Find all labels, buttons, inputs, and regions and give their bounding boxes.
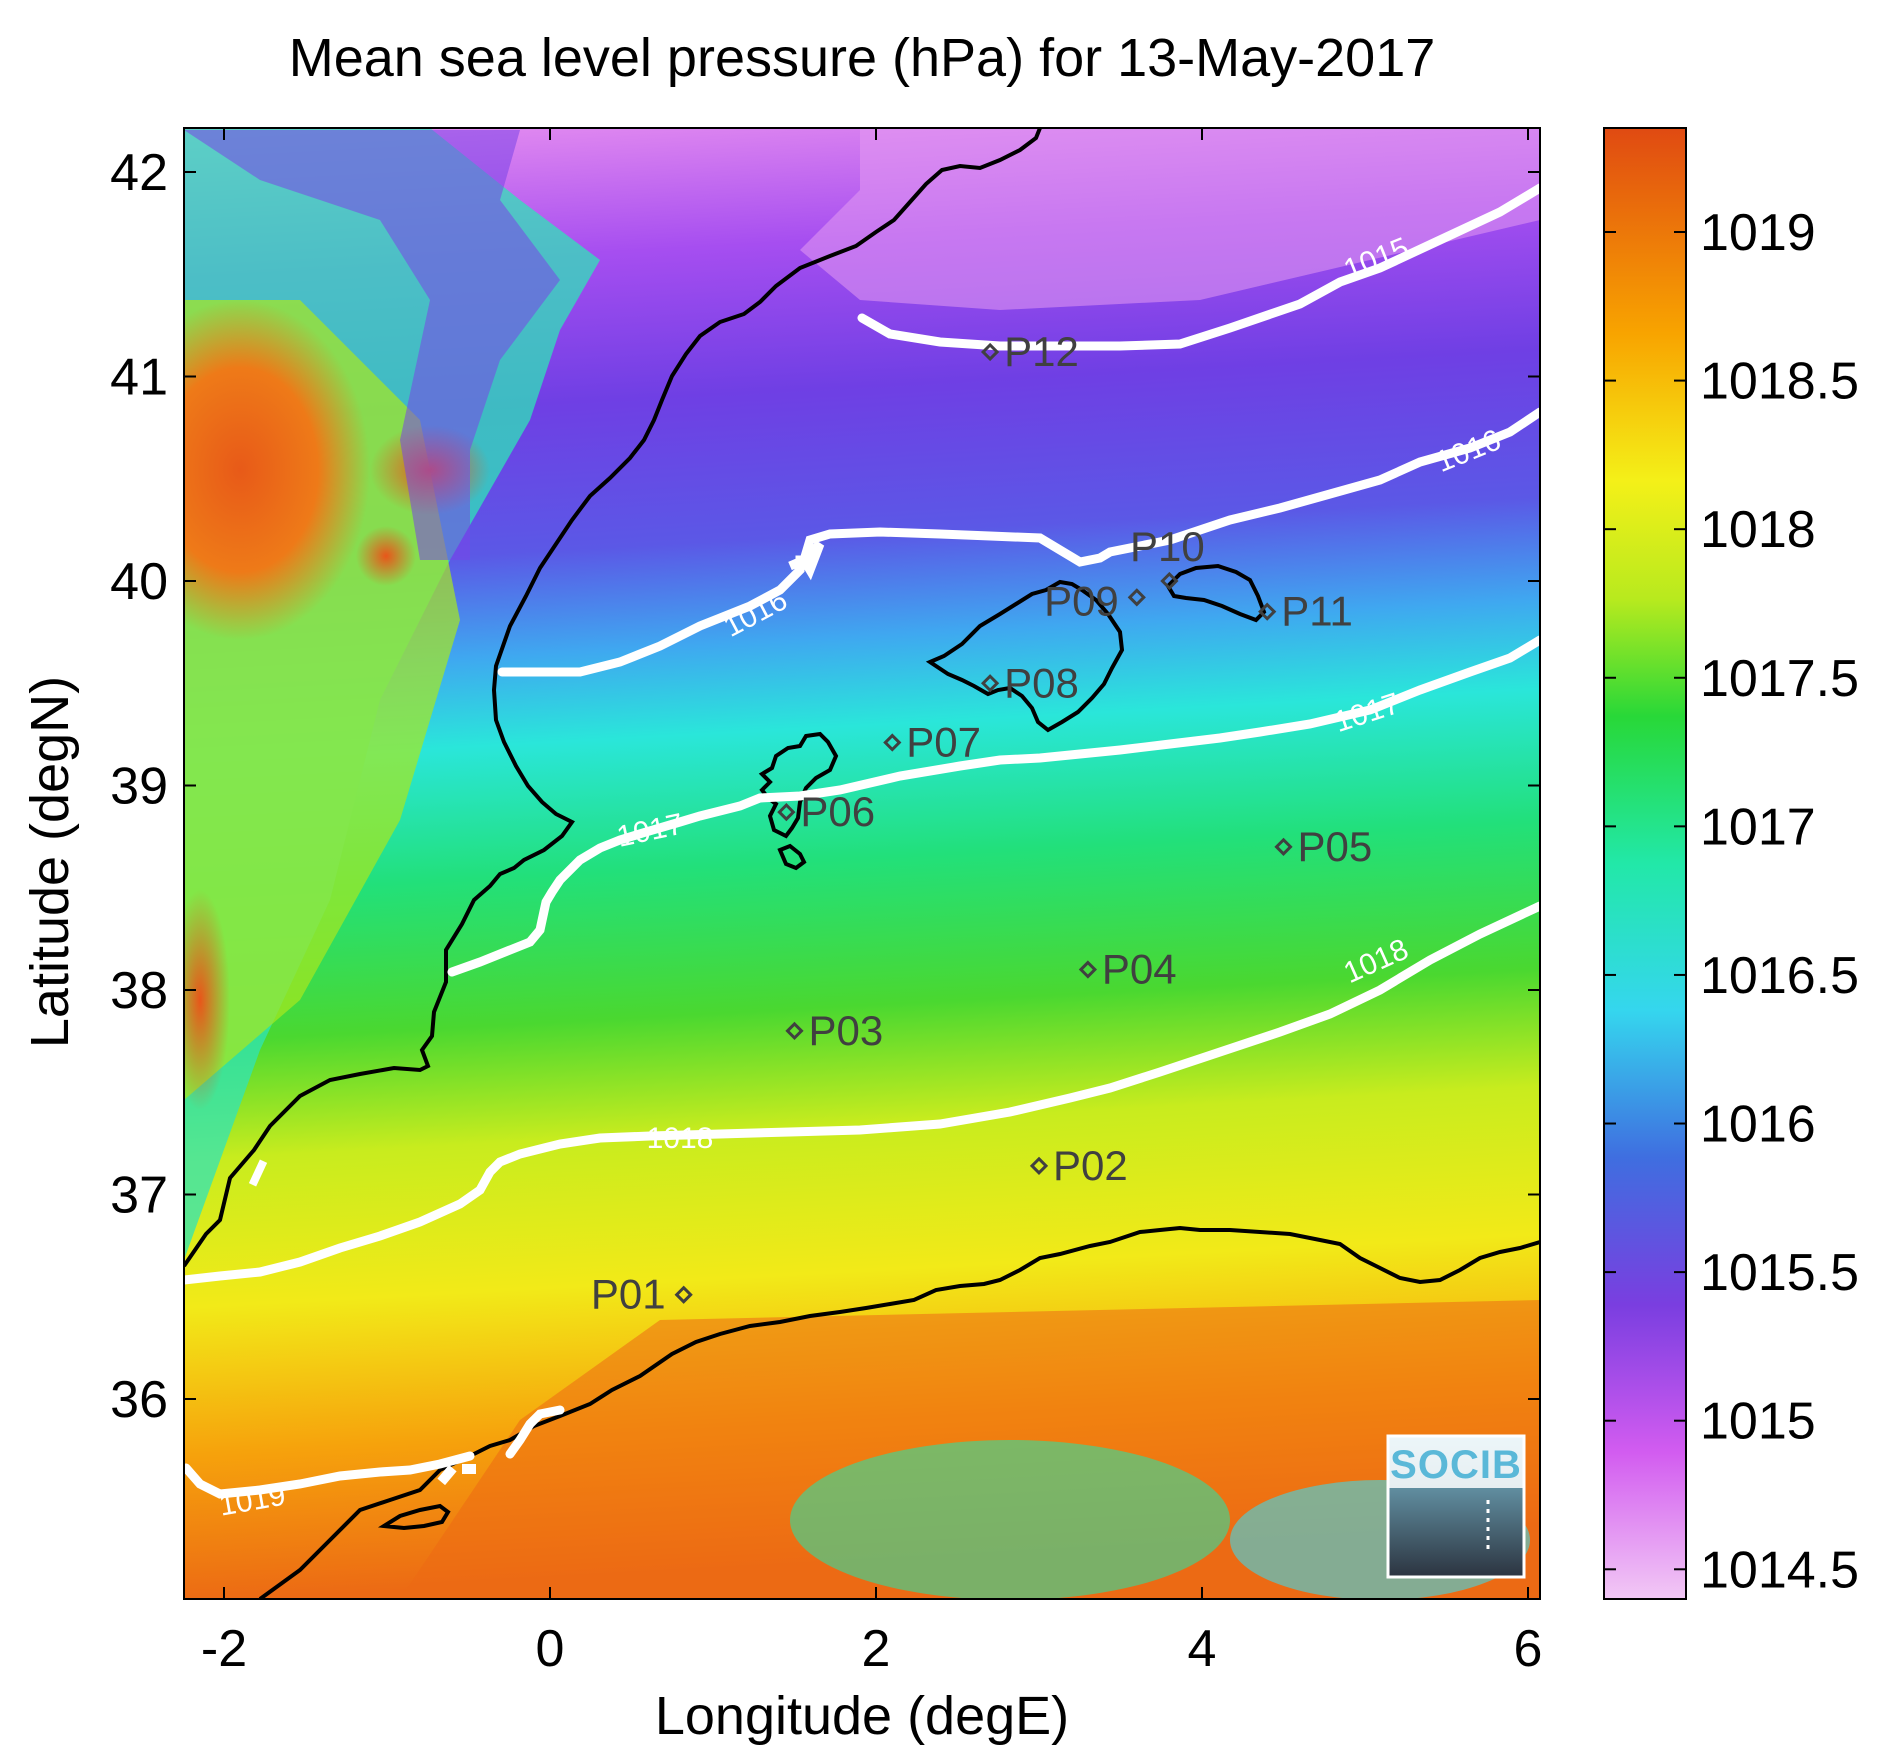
- station-p10[interactable]: P10: [1130, 523, 1205, 591]
- colorbar-tick-label: 1018: [1700, 501, 1816, 559]
- high-pressure-cell: [184, 300, 370, 640]
- station-label: P11: [1281, 588, 1353, 635]
- isobar-1015: [857, 183, 1540, 351]
- contour-label-1018: 1018: [647, 1122, 714, 1155]
- station-marker-icon: [785, 1021, 804, 1041]
- station-p02[interactable]: P02: [1029, 1142, 1128, 1189]
- station-marker-icon: [1274, 837, 1293, 856]
- y-tick-label: 42: [110, 144, 168, 202]
- station-marker-icon: [1127, 588, 1146, 607]
- station-p01[interactable]: P01: [591, 1271, 693, 1318]
- station-label: P05: [1298, 823, 1373, 870]
- x-axis-ticks: -2 0 2 4 6: [201, 128, 1543, 1678]
- station-p12[interactable]: P12: [980, 328, 1079, 375]
- x-tick-label: -2: [201, 1620, 247, 1678]
- low-pressure-zone: [184, 130, 560, 560]
- isobar-dashes: [248, 1159, 476, 1486]
- station-marker-icon: [777, 802, 796, 822]
- isobar-1017: [447, 635, 1540, 977]
- africa-coastline: [258, 1225, 1540, 1599]
- colorbar-tick-label: 1014.5: [1700, 1541, 1859, 1599]
- x-axis-title: Longitude (degE): [655, 1686, 1069, 1746]
- socib-logo-header: [1388, 1436, 1524, 1488]
- station-marker-icon: [674, 1285, 693, 1304]
- y-axis-title: Latitude (degN): [20, 676, 80, 1048]
- menorca-coastline: [1165, 563, 1267, 623]
- x-tick-label: 4: [1188, 1620, 1217, 1678]
- colorbar-ticks: 1014.5 1015 1015.5 1016 1016.5 1017 1017.5 1018…: [1604, 204, 1859, 1599]
- colorbar-tick-label: 1015.5: [1700, 1244, 1859, 1302]
- station-label: P09: [1044, 577, 1119, 624]
- iberia-coastline: [184, 128, 1042, 1268]
- alboran-coastline: [377, 1503, 451, 1531]
- high-pressure-cell-small: [356, 526, 416, 586]
- station-label: P08: [1004, 659, 1079, 706]
- y-tick-label: 38: [110, 962, 168, 1020]
- isobar-dash: [437, 1464, 457, 1486]
- formentera-coastline: [777, 843, 807, 871]
- station-p07[interactable]: P07: [883, 719, 981, 766]
- station-marker-icon: [1078, 960, 1098, 979]
- isobar-1016: [497, 407, 1540, 677]
- plot-frame: [183, 127, 1541, 1600]
- station-p03[interactable]: P03: [785, 1007, 884, 1054]
- map-plot-area: 1015 1016 1016 1017 1017 1018 1018 1019 …: [184, 128, 1540, 1599]
- x-tick-label: 6: [1514, 1620, 1543, 1678]
- station-p05[interactable]: P05: [1274, 823, 1373, 870]
- colorbar-tick-label: 1017.5: [1700, 650, 1859, 708]
- colorbar-tick-label: 1015: [1700, 1393, 1816, 1451]
- station-label: P06: [800, 788, 875, 835]
- x-tick-label: 2: [862, 1620, 891, 1678]
- station-p04[interactable]: P04: [1078, 946, 1177, 993]
- colorbar-tick-label: 1019: [1700, 204, 1816, 262]
- station-label: P10: [1130, 523, 1205, 570]
- y-axis-ticks: 36 37 38 39 40 41 42: [110, 144, 1540, 1429]
- chart-title: Mean sea level pressure (hPa) for 13-May…: [289, 28, 1436, 88]
- station-marker-icon: [980, 342, 1000, 362]
- station-p06[interactable]: P06: [777, 788, 875, 835]
- socib-logo-text: SOCIB: [1390, 1443, 1522, 1487]
- y-tick-label: 39: [110, 758, 168, 816]
- station-marker-icon: [980, 674, 1000, 693]
- colorbar-tick-label: 1016.5: [1700, 947, 1859, 1005]
- isobar-dash: [462, 1464, 476, 1474]
- isobars: [184, 183, 1540, 1499]
- socib-logo: SOCIB: [1386, 1434, 1526, 1579]
- y-tick-label: 40: [110, 553, 168, 611]
- station-marker-icon: [1029, 1156, 1049, 1175]
- y-tick-label: 41: [110, 349, 168, 407]
- lowest-pressure-zone: [800, 128, 1540, 310]
- station-label: P01: [591, 1271, 666, 1318]
- colorbar-tick-label: 1016: [1700, 1096, 1816, 1154]
- colorbar-tick-label: 1018.5: [1700, 353, 1859, 411]
- station-marker-icon: [1258, 602, 1277, 621]
- isobar-1019-segment: [505, 1405, 565, 1459]
- coastlines: [184, 128, 1540, 1599]
- ibiza-coastline: [758, 731, 839, 839]
- mallorca-coastline: [925, 579, 1125, 733]
- x-tick-label: 0: [536, 1620, 565, 1678]
- coastal-field-patch: [790, 1440, 1230, 1599]
- station-label: P07: [906, 719, 981, 766]
- station-label: P03: [809, 1007, 884, 1054]
- station-p09[interactable]: P09: [1044, 577, 1146, 624]
- station-marker-icon: [883, 733, 902, 752]
- station-marker-icon: [1160, 571, 1179, 591]
- station-label: P04: [1102, 946, 1177, 993]
- high-pressure-cell-west: [184, 890, 230, 1110]
- station-p11[interactable]: P11: [1258, 588, 1353, 635]
- y-tick-label: 36: [110, 1371, 168, 1429]
- station-p08[interactable]: P08: [980, 659, 1079, 706]
- isobar-1019: [184, 1451, 475, 1499]
- isobar-dash: [248, 1159, 268, 1187]
- isobar-1018: [184, 901, 1540, 1285]
- colorbar: [1603, 127, 1687, 1600]
- station-label: P12: [1004, 328, 1079, 375]
- y-tick-label: 37: [110, 1167, 168, 1225]
- colorbar-tick-label: 1017: [1700, 798, 1816, 856]
- station-label: P02: [1053, 1142, 1128, 1189]
